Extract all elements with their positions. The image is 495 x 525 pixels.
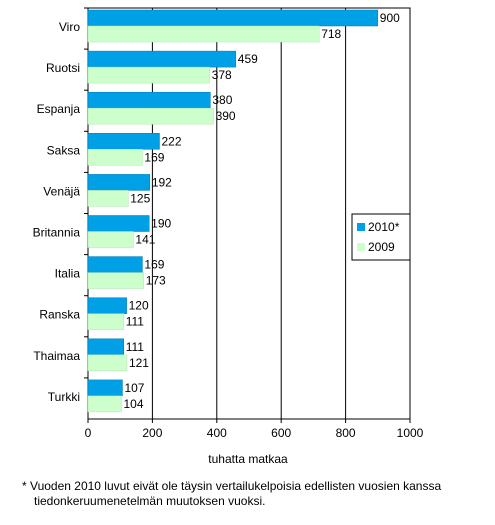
legend-label: 2009 <box>368 240 395 254</box>
bar-series2 <box>87 190 129 207</box>
data-label: 125 <box>130 191 150 205</box>
bar-series1 <box>87 338 124 356</box>
category-label: Ruotsi <box>46 61 80 75</box>
bar-series1 <box>87 50 237 68</box>
x-tick-label: 0 <box>85 426 92 440</box>
bar-series1 <box>87 297 127 314</box>
data-label: 192 <box>152 175 172 189</box>
bar-series2 <box>87 149 143 166</box>
category-label: Britannia <box>33 226 81 240</box>
bar-series1 <box>87 379 123 397</box>
bar-series2 <box>87 107 214 125</box>
x-tick-label: 600 <box>271 426 291 440</box>
category-label: Thaimaa <box>33 349 80 363</box>
data-label: 190 <box>151 217 171 231</box>
footnote-line-1: * Vuoden 2010 luvut eivät ole täysin ver… <box>22 479 442 493</box>
data-label: 169 <box>144 150 164 164</box>
data-label: 104 <box>123 397 143 411</box>
legend-swatch <box>357 243 365 251</box>
data-label: 107 <box>124 381 144 395</box>
axes: Viro Ruotsi Espanja Saksa Venäjä Britannia Ita… <box>33 7 424 440</box>
bar-series1 <box>87 91 211 109</box>
category-label: Espanja <box>37 102 81 116</box>
category-label: Viro <box>59 20 80 34</box>
category-label: Venäjä <box>43 184 80 198</box>
footnote: * Vuoden 2010 luvut eivät ole täysin ver… <box>22 479 492 509</box>
bar-series2 <box>87 354 128 372</box>
bar-series2 <box>87 66 210 84</box>
legend: 2010* 2009 <box>351 213 411 261</box>
category-label: Turkki <box>48 390 80 404</box>
data-label: 169 <box>144 258 164 272</box>
data-label: 120 <box>129 299 149 313</box>
bar-series1 <box>87 256 143 273</box>
bar-series2 <box>87 395 122 413</box>
category-label: Saksa <box>47 143 81 157</box>
x-tick-label: 800 <box>336 426 356 440</box>
x-tick-label: 1000 <box>397 426 424 440</box>
footnote-line-2: tiedonkeruumenetelmän muutoksen vuoksi. <box>34 494 266 508</box>
data-label: 222 <box>161 134 181 148</box>
x-tick-label: 200 <box>142 426 162 440</box>
data-label: 459 <box>238 52 258 66</box>
legend-label: 2010* <box>368 220 400 234</box>
bars <box>87 9 379 413</box>
legend-box <box>351 213 411 261</box>
data-label: 900 <box>380 11 400 25</box>
category-label: Ranska <box>39 308 80 322</box>
data-label: 390 <box>216 109 236 123</box>
data-label: 111 <box>126 315 145 329</box>
bar-series1 <box>87 215 150 232</box>
x-tick-label: 400 <box>207 426 227 440</box>
bar-series2 <box>87 272 144 289</box>
data-label: 380 <box>212 93 232 107</box>
data-label: 173 <box>146 274 166 288</box>
bar-series2 <box>87 313 124 330</box>
data-label: 111 <box>126 340 145 354</box>
bar-series2 <box>87 231 134 248</box>
data-label: 718 <box>321 27 341 41</box>
bar-series1 <box>87 133 160 150</box>
data-label: 121 <box>129 356 149 370</box>
legend-swatch <box>357 223 365 231</box>
bar-series1 <box>87 9 379 27</box>
category-label: Italia <box>55 267 81 281</box>
data-label: 378 <box>212 68 232 82</box>
data-label: 141 <box>135 233 155 247</box>
bar-series2 <box>87 25 320 43</box>
bar-series1 <box>87 174 151 191</box>
x-axis-label: tuhatta matkaa <box>208 452 288 466</box>
